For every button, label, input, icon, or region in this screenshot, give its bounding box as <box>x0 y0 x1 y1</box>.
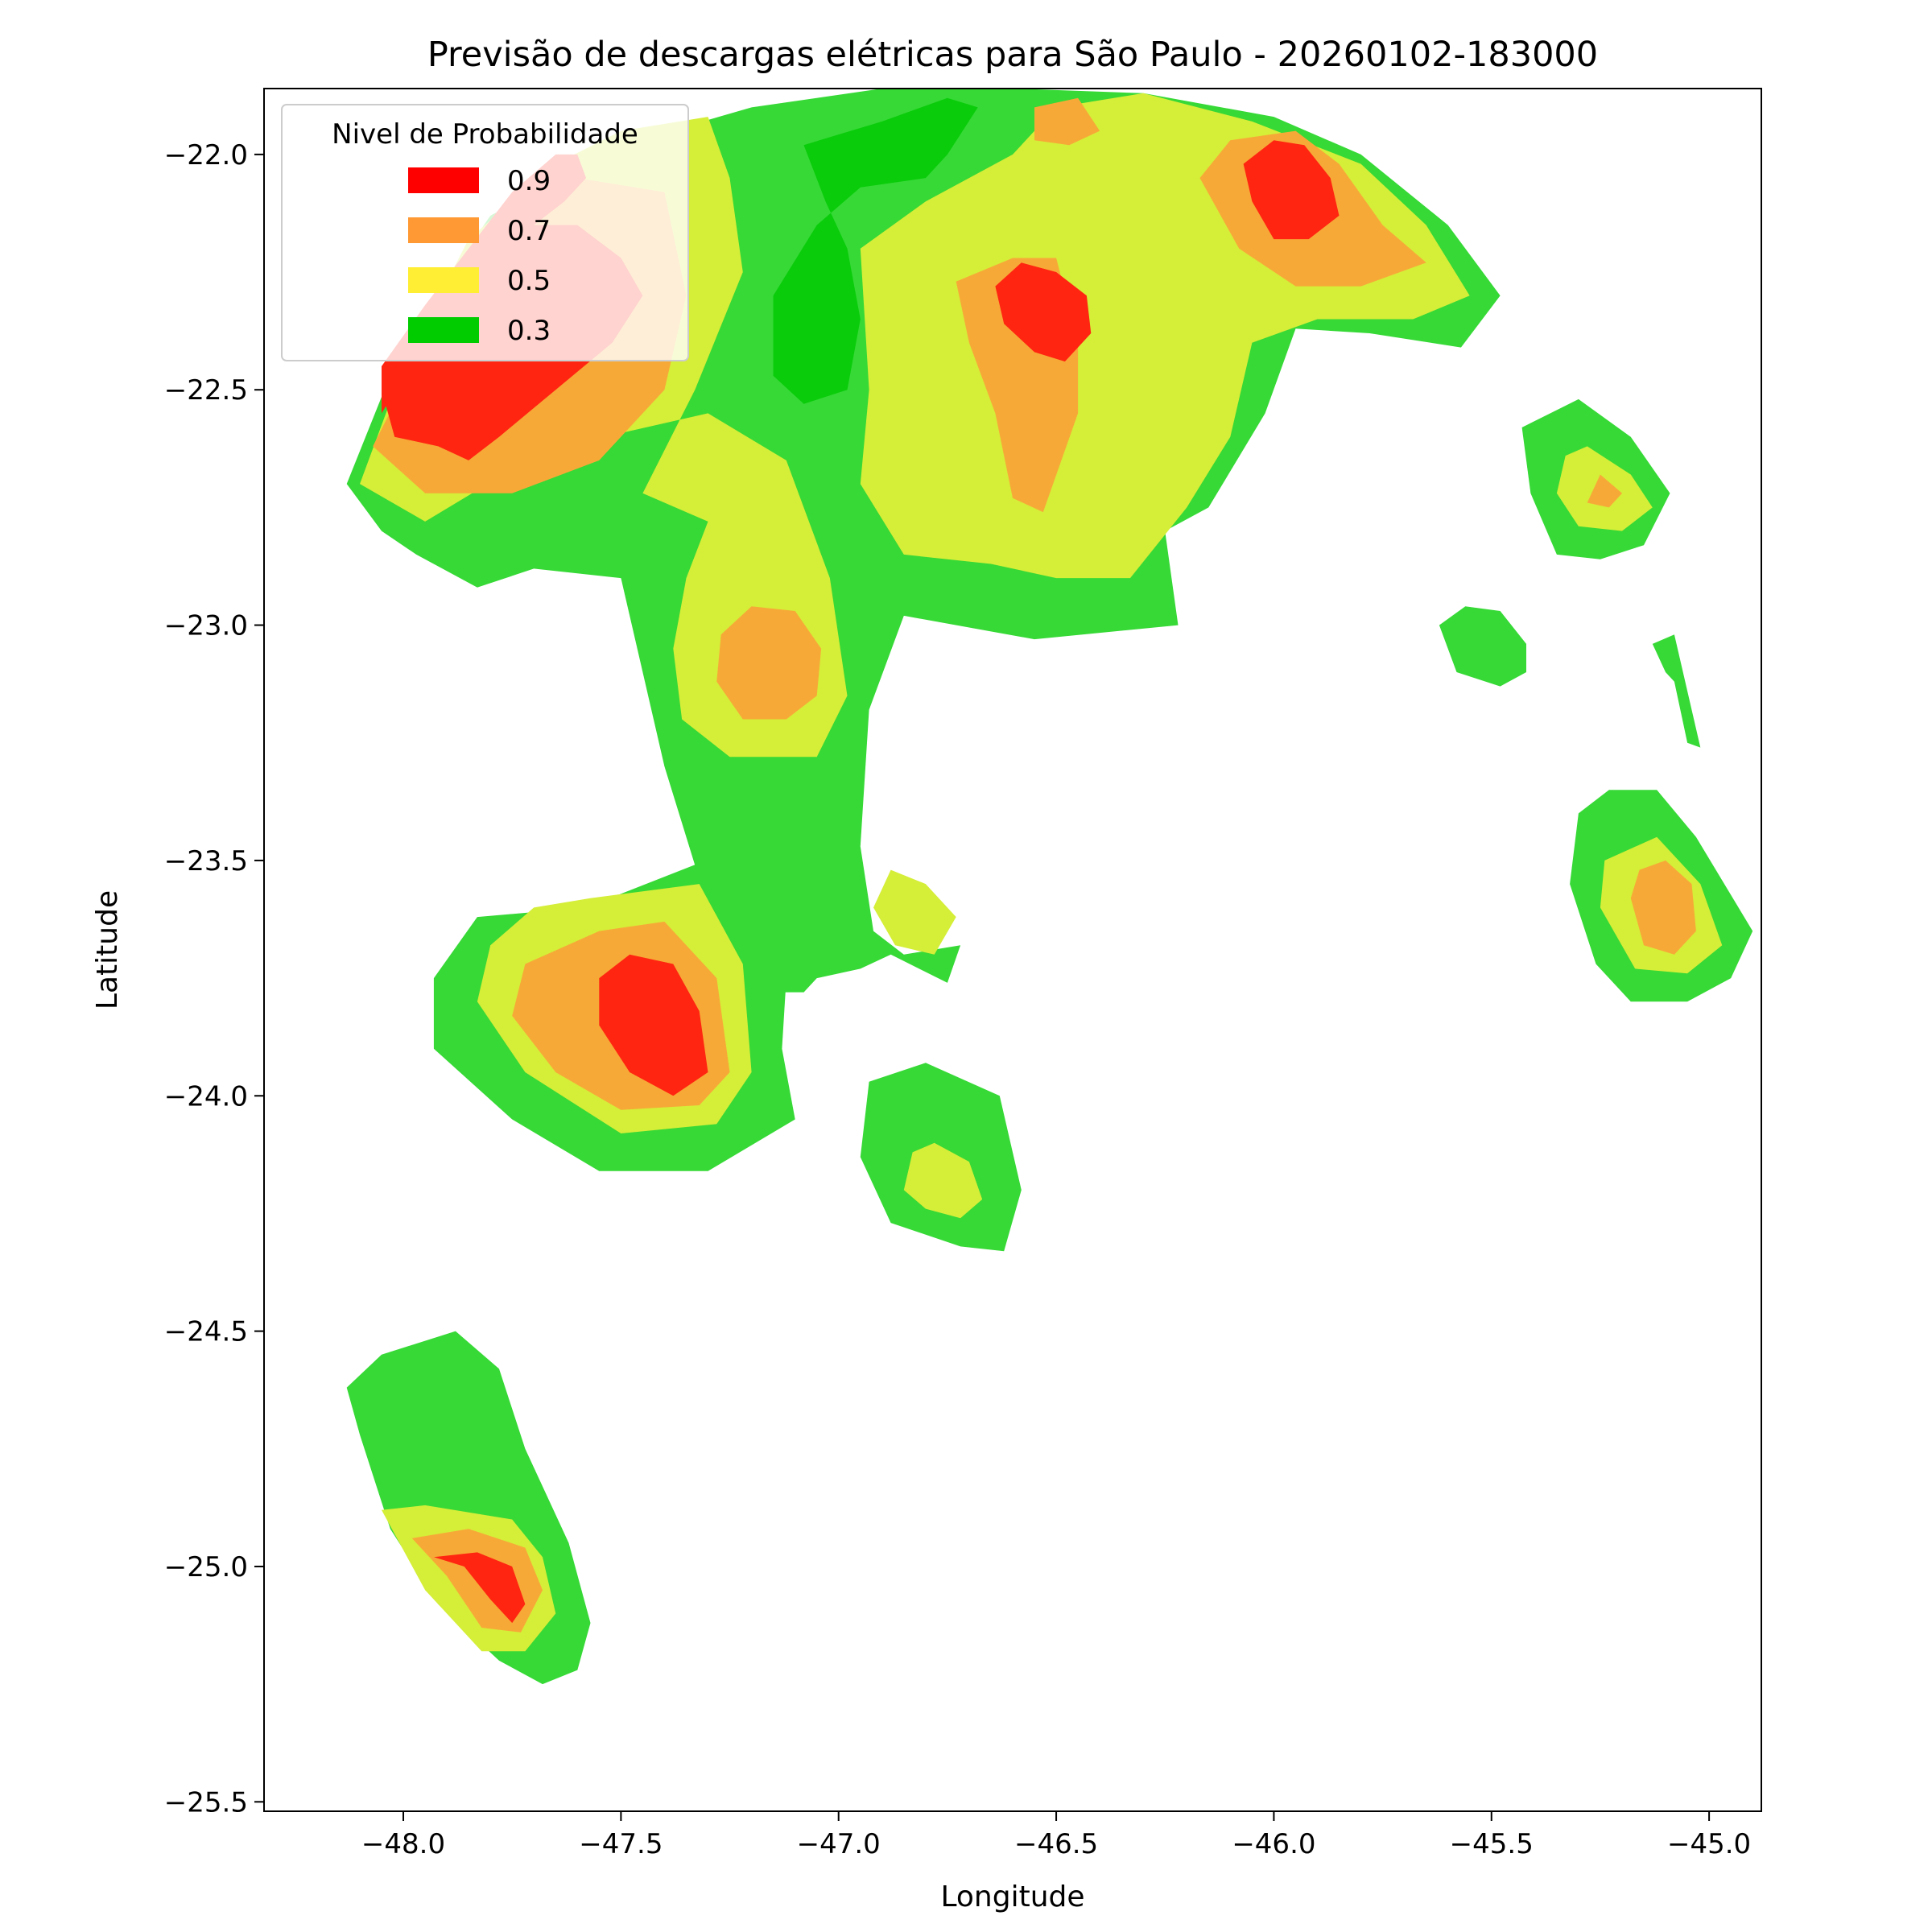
legend-label-0.7: 0.7 <box>507 215 551 247</box>
contour-region-0.5-16 <box>873 869 956 955</box>
legend-swatch-0.9 <box>408 167 479 193</box>
x-axis-label: Longitude <box>940 1880 1084 1913</box>
contour-regions <box>346 89 1753 1685</box>
contour-region-0.9-29 <box>1243 140 1340 240</box>
legend-swatch-0.3 <box>408 317 479 343</box>
contour-region-0.9-31 <box>433 1552 526 1624</box>
legend: Nivel de Probabilidade 0.9 0.7 0.5 0.3 <box>281 104 689 361</box>
legend-swatch-0.7 <box>408 217 479 243</box>
x-tick-label: −46.0 <box>1232 1828 1315 1860</box>
x-tick-label: −45.0 <box>1667 1828 1751 1860</box>
chart-title: Previsão de descargas elétricas para São… <box>427 35 1598 75</box>
x-tick-label: −45.5 <box>1450 1828 1534 1860</box>
x-tick-label: −46.5 <box>1014 1828 1098 1860</box>
legend-label-0.5: 0.5 <box>507 265 551 297</box>
legend-title: Nivel de Probabilidade <box>332 118 638 151</box>
x-tick-label: −47.0 <box>797 1828 881 1860</box>
contour-region-0.7-20 <box>1034 97 1100 146</box>
x-axis: −48.0 −47.5 −47.0 −46.5 −46.0 −45.5 −45.0 <box>361 1811 1751 1860</box>
y-tick-label: −24.0 <box>164 1080 248 1113</box>
contour-region-0.7-23 <box>1587 474 1622 508</box>
y-axis: −22.0 −22.5 −23.0 −23.5 −24.0 −24.5 −25.0 −25.5 <box>164 139 264 1818</box>
contour-region-0.7-18 <box>716 606 822 720</box>
y-tick-label: −22.0 <box>164 139 248 171</box>
y-tick-label: −25.5 <box>164 1786 248 1818</box>
y-tick-label: −23.5 <box>164 845 248 877</box>
plot-frame <box>263 88 1762 1812</box>
contour-region-0.3-5 <box>1652 634 1701 748</box>
legend-swatch-0.5 <box>408 267 479 293</box>
contour-region-0.3-dark-8 <box>773 97 978 404</box>
x-tick-label: −47.5 <box>579 1828 663 1860</box>
legend-frame <box>281 104 689 361</box>
legend-label-0.9: 0.9 <box>507 165 551 197</box>
y-axis-label: Latitude <box>91 890 124 1009</box>
contour-region-0.7-24 <box>1630 860 1696 955</box>
legend-label-0.3: 0.3 <box>507 315 551 347</box>
contour-region-0.5-12 <box>903 1142 983 1219</box>
y-tick-label: −24.5 <box>164 1316 248 1348</box>
x-tick-label: −48.0 <box>361 1828 445 1860</box>
contour-region-0.9-30 <box>599 954 708 1096</box>
y-tick-label: −22.5 <box>164 374 248 407</box>
y-tick-label: −25.0 <box>164 1551 248 1583</box>
y-tick-label: −23.0 <box>164 610 248 642</box>
contour-region-0.3-4 <box>1439 606 1526 687</box>
contour-region-0.9-28 <box>995 262 1092 362</box>
